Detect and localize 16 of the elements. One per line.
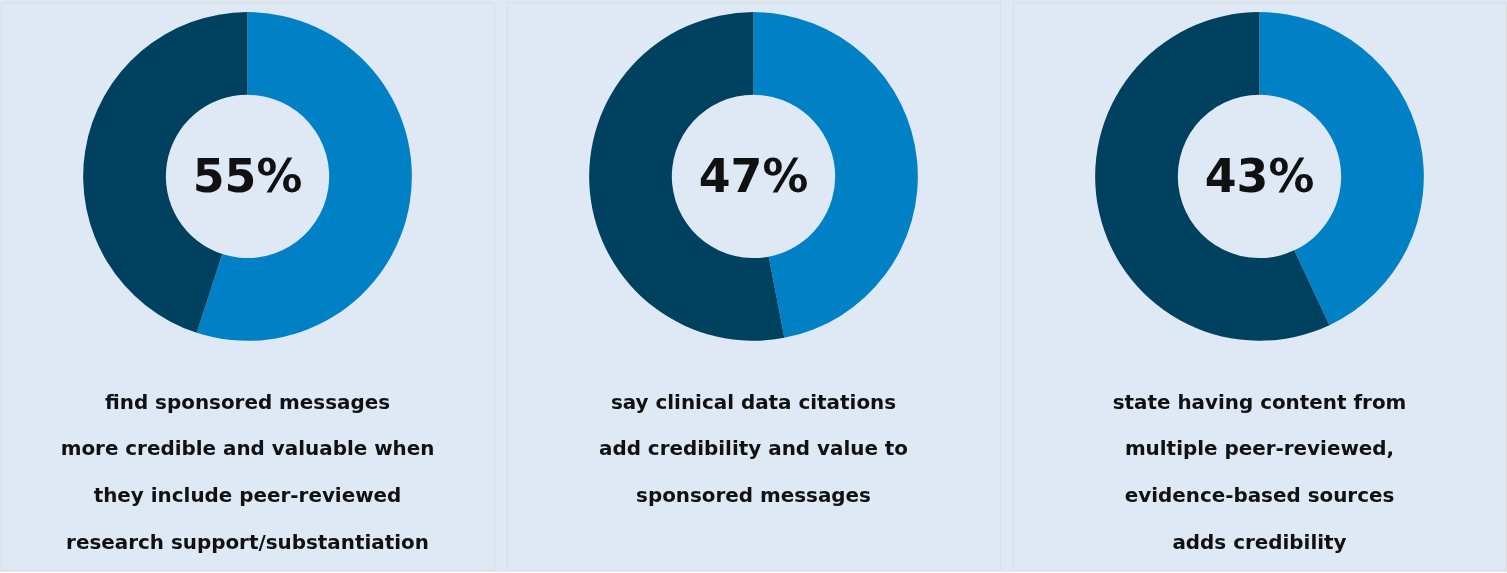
donut-slice (1095, 12, 1330, 341)
donut-slice (196, 12, 412, 341)
text: they include peer-reviewed (93, 484, 402, 508)
text: evidence-based sources (1124, 484, 1395, 508)
text: multiple peer-reviewed, (1124, 437, 1395, 461)
text: more credible and valuable when (60, 437, 435, 461)
text: find sponsored messages (104, 390, 391, 414)
text: 47% (698, 149, 809, 204)
text: sponsored messages (636, 484, 871, 508)
text: 43% (1204, 149, 1315, 204)
text: research support/substantiation (66, 530, 429, 554)
text: adds credibility (1172, 530, 1347, 554)
text: state having content from (1112, 390, 1407, 414)
text: say clinical data citations (610, 390, 897, 414)
text: add credibility and value to (598, 437, 909, 461)
text: 55% (192, 149, 303, 204)
